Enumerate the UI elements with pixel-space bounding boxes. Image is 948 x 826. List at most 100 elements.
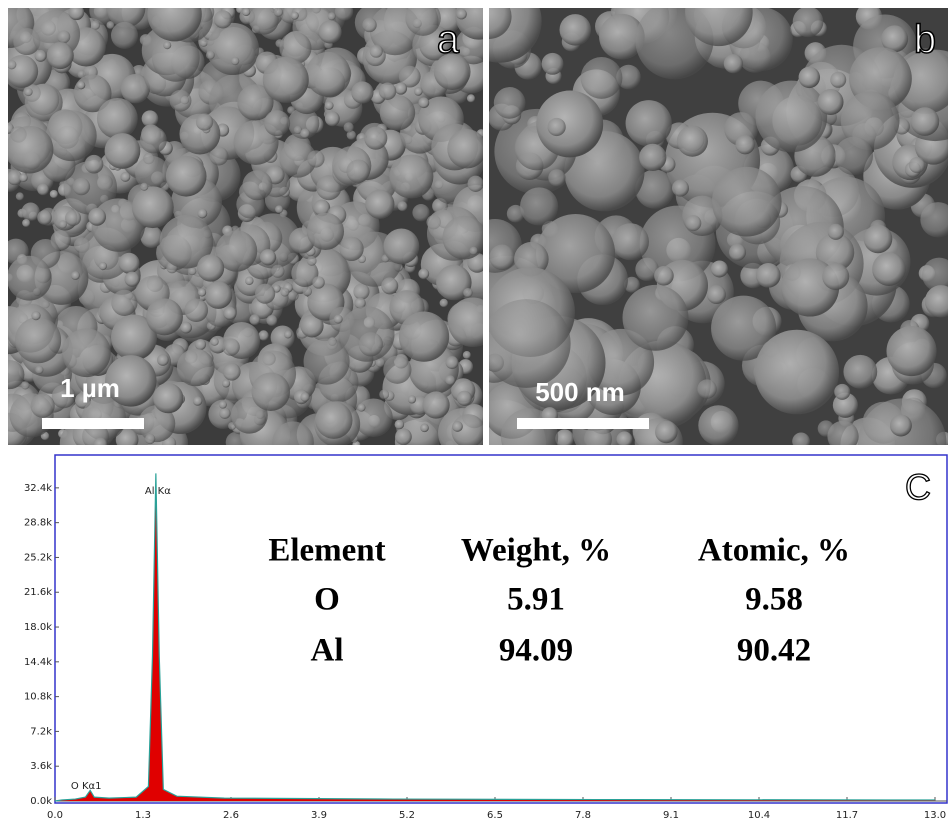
particle — [47, 42, 74, 69]
particle — [111, 22, 138, 49]
particle — [140, 127, 167, 154]
scale-bar-label: 500 nm — [535, 377, 625, 407]
table-cell: O — [314, 582, 340, 618]
particle — [252, 372, 291, 411]
particle — [219, 401, 227, 409]
particle — [383, 228, 419, 264]
particle — [858, 398, 946, 486]
particle — [395, 428, 412, 445]
particle — [57, 30, 70, 43]
particle — [442, 216, 486, 260]
particle — [328, 12, 336, 20]
particle — [325, 111, 340, 126]
particle — [626, 100, 672, 146]
particle — [300, 392, 309, 401]
particle — [346, 159, 369, 182]
particle — [560, 14, 592, 46]
particle — [818, 89, 844, 115]
particle — [724, 54, 743, 73]
particle — [864, 225, 893, 254]
particle — [71, 271, 80, 280]
particle — [792, 432, 810, 450]
particle — [422, 391, 449, 418]
particle — [306, 52, 351, 97]
particle — [584, 425, 612, 453]
particle — [379, 83, 396, 100]
particle — [119, 253, 140, 274]
particle — [263, 57, 309, 103]
particle — [62, 328, 111, 377]
x-tick-label: 5.2 — [399, 810, 415, 821]
particle — [140, 183, 148, 191]
particle — [357, 404, 365, 412]
particle — [339, 237, 363, 261]
particle — [35, 50, 47, 62]
x-tick-label: 9.1 — [663, 810, 679, 821]
particle — [755, 81, 827, 153]
particle — [120, 172, 130, 182]
y-tick-label: 28.8k — [24, 518, 52, 529]
particle — [249, 314, 260, 325]
particle — [395, 420, 405, 430]
particle — [735, 135, 754, 154]
particle — [446, 356, 459, 369]
table-cell: Al — [311, 633, 344, 669]
y-tick-label: 10.8k — [24, 692, 52, 703]
particle — [325, 101, 334, 110]
particle — [300, 129, 310, 139]
x-tick-label: 3.9 — [311, 810, 327, 821]
particle — [581, 57, 623, 99]
particle — [418, 97, 429, 108]
particle — [97, 98, 138, 139]
particle — [399, 312, 449, 362]
particle — [291, 12, 299, 20]
particle — [886, 326, 936, 376]
particle — [315, 402, 352, 439]
particle — [890, 415, 912, 437]
particle — [307, 150, 324, 167]
particle — [50, 190, 58, 198]
particle — [755, 330, 840, 415]
particle — [623, 285, 689, 351]
particle — [463, 288, 472, 297]
particle — [21, 203, 39, 221]
particle — [397, 201, 407, 211]
particle — [280, 288, 289, 297]
particle — [303, 287, 312, 296]
particle — [712, 167, 782, 237]
particle — [542, 53, 564, 75]
y-tick-label: 21.6k — [24, 587, 52, 598]
particle — [31, 311, 40, 320]
x-tick-label: 11.7 — [836, 810, 858, 821]
peak-label: Al Kα — [145, 486, 171, 497]
particle — [35, 366, 43, 374]
particle — [111, 290, 137, 316]
scale-bar — [42, 418, 144, 429]
particle — [383, 356, 411, 384]
particle — [494, 87, 526, 119]
particle — [5, 55, 38, 88]
particle — [69, 5, 85, 21]
particle — [6, 126, 54, 174]
y-tick-label: 3.6k — [30, 761, 52, 772]
particle — [223, 363, 241, 381]
particle — [260, 249, 276, 265]
particle — [707, 285, 726, 304]
particle — [223, 307, 236, 320]
particle — [24, 88, 32, 96]
particle — [105, 133, 141, 169]
particle — [266, 315, 277, 326]
particle — [222, 338, 239, 355]
particle — [520, 187, 558, 225]
particle — [197, 254, 224, 281]
particle — [210, 338, 218, 346]
particle — [654, 266, 674, 286]
particle — [16, 192, 24, 200]
particle — [275, 205, 283, 213]
particle — [467, 94, 475, 102]
particle — [307, 256, 317, 266]
particle — [7, 256, 52, 301]
y-tick-label: 0.0k — [30, 796, 52, 807]
sem-image-b — [448, 0, 948, 489]
panel-label: b — [914, 18, 936, 62]
